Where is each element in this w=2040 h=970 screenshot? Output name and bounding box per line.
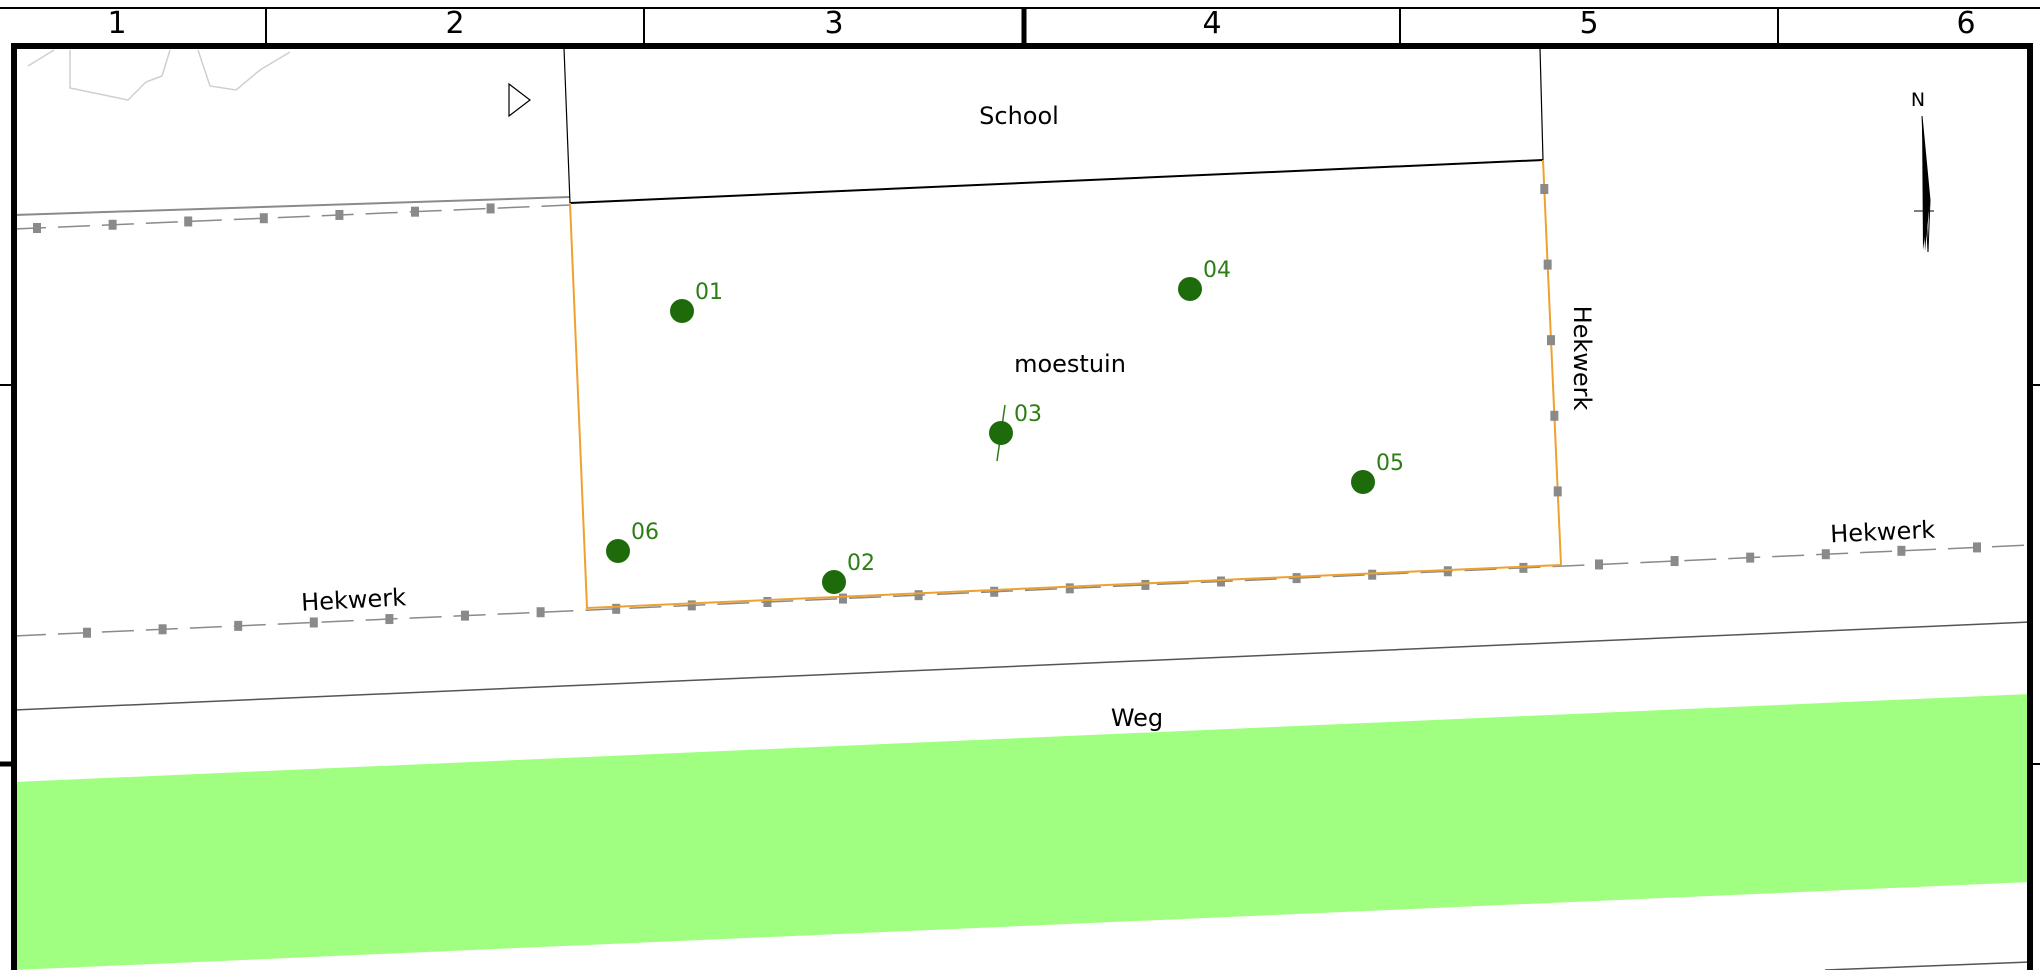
grid-reference-bar: 1 2 3 4 5 6 — [0, 6, 2040, 44]
tree-02[interactable]: 02 — [822, 551, 875, 594]
fence-post — [83, 627, 91, 638]
fence-post — [1547, 335, 1556, 346]
tree-label-01: 01 — [695, 280, 723, 305]
fence-post — [1553, 486, 1562, 497]
grid-label-2: 2 — [445, 6, 464, 41]
fence-post — [839, 593, 847, 604]
fence-post — [184, 216, 193, 227]
map-frame — [11, 43, 2033, 970]
fence-post — [309, 617, 318, 628]
north-arrow-icon: N — [1911, 89, 1934, 253]
fence-post — [612, 603, 621, 614]
fence-post — [108, 219, 117, 230]
north-label: N — [1911, 89, 1925, 111]
tree-icon — [989, 421, 1013, 445]
tree-markers: 01 02 03 04 05 06 — [606, 258, 1404, 594]
fence-post — [1292, 573, 1301, 584]
road-edges — [13, 621, 2031, 970]
fence-posts-bottom — [83, 542, 1981, 638]
fence-post — [1540, 184, 1549, 194]
fence-line-top-left — [13, 196, 571, 230]
fence-label-right: Hekwerk — [1568, 306, 1596, 411]
tree-label-03: 03 — [1014, 402, 1042, 427]
tree-05[interactable]: 05 — [1351, 451, 1404, 494]
grid-label-4: 4 — [1202, 6, 1221, 41]
school-boundary-line — [569, 159, 1544, 204]
tree-icon — [606, 539, 630, 563]
fence-post — [461, 610, 469, 621]
tree-label-06: 06 — [631, 520, 659, 545]
tree-label-05: 05 — [1376, 451, 1404, 476]
tree-03[interactable]: 03 — [989, 402, 1042, 445]
garden-label: moestuin — [1014, 350, 1126, 378]
grid-label-1: 1 — [107, 6, 126, 41]
fence-post — [1519, 562, 1528, 573]
fence-post — [1217, 576, 1225, 587]
fence-post — [411, 206, 419, 217]
tree-icon — [822, 570, 846, 594]
fence-label-bottom-left: Hekwerk — [300, 583, 406, 616]
fence-post — [234, 620, 243, 631]
fence-post — [335, 209, 344, 220]
fence-line-bottom — [13, 544, 2031, 637]
grid-label-6: 6 — [1956, 6, 1975, 41]
grid-label-5: 5 — [1579, 6, 1598, 41]
fence-post — [1550, 410, 1559, 421]
fence-post — [1670, 556, 1679, 567]
fence-post — [486, 203, 495, 214]
terrain-contour — [27, 49, 291, 101]
parcel-lines — [563, 47, 1544, 204]
fence-post — [1543, 259, 1552, 270]
fence-label-bottom-right: Hekwerk — [1830, 516, 1936, 549]
tree-label-04: 04 — [1203, 258, 1231, 283]
fence-post — [763, 596, 772, 607]
grass-strip — [14, 694, 2030, 970]
fence-post — [1973, 542, 1981, 553]
fence-posts-top-left — [33, 203, 495, 234]
fence-post — [259, 213, 268, 224]
fence-post — [1065, 583, 1074, 594]
fence-post — [914, 590, 923, 601]
fence-post — [1141, 579, 1150, 590]
garden-boundary — [569, 159, 1563, 610]
tree-icon — [670, 299, 694, 323]
direction-triangle-icon — [508, 82, 531, 118]
grid-label-3: 3 — [824, 6, 843, 41]
tree-06[interactable]: 06 — [606, 520, 659, 563]
fence-post — [1595, 559, 1603, 570]
tree-label-02: 02 — [847, 551, 875, 576]
fence-post — [990, 586, 999, 597]
fence-post — [385, 614, 394, 625]
fence-post — [1443, 566, 1452, 577]
fence-post — [1897, 545, 1906, 556]
fence-post — [1368, 569, 1377, 580]
fence-posts-right — [1540, 184, 1562, 497]
school-label: School — [979, 102, 1059, 130]
fence-post — [158, 624, 167, 635]
fence-post — [1821, 549, 1830, 560]
fence-post — [1746, 552, 1755, 563]
tree-icon — [1178, 277, 1202, 301]
tree-icon — [1351, 470, 1375, 494]
road-label: Weg — [1111, 704, 1163, 732]
tree-01[interactable]: 01 — [670, 280, 723, 323]
tree-04[interactable]: 04 — [1178, 258, 1231, 301]
fence-post — [687, 600, 696, 611]
fence-post — [33, 223, 41, 234]
fence-post — [536, 607, 545, 618]
